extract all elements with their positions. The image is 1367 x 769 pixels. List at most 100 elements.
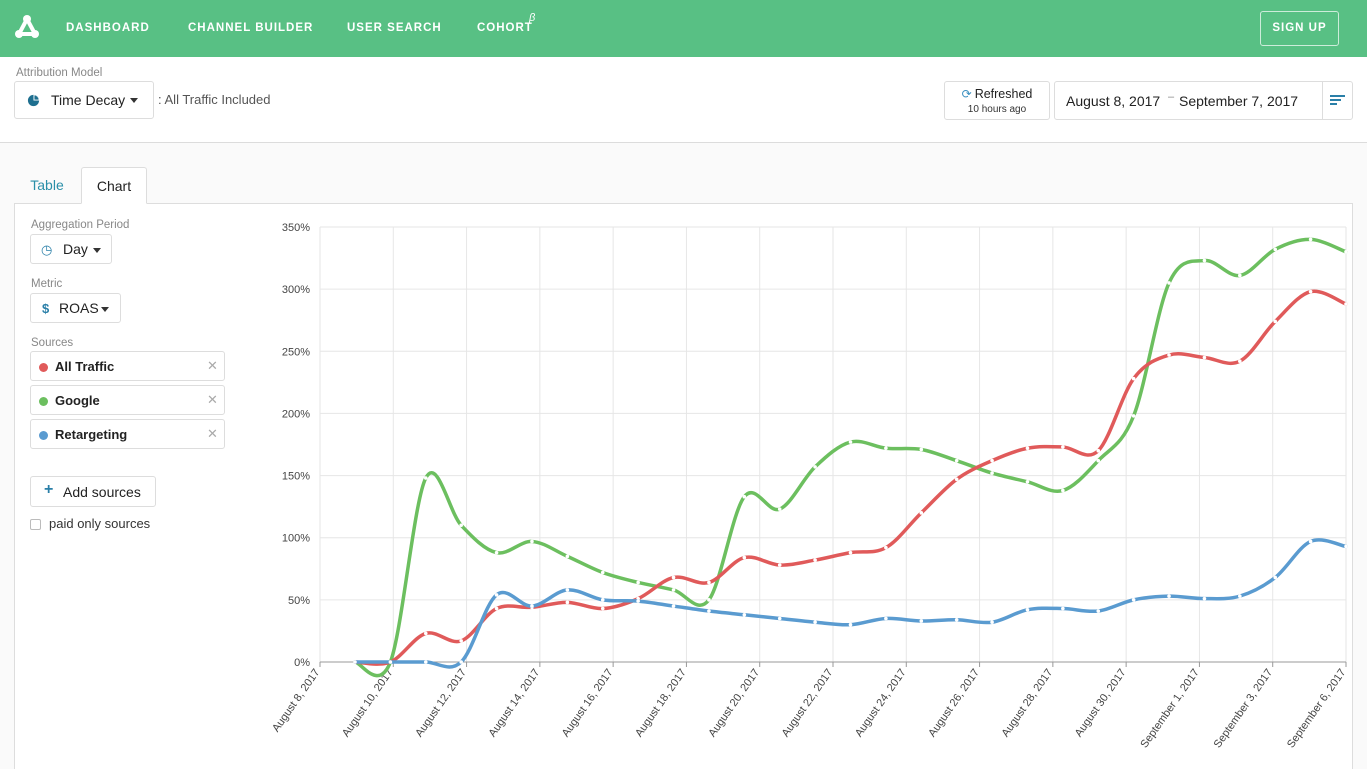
nav-cohort[interactable]: COHORT	[477, 22, 533, 34]
x-tick-label: August 18, 2017	[633, 667, 689, 740]
x-tick-label: August 14, 2017	[487, 667, 543, 740]
metric-label: Metric	[31, 278, 63, 290]
data-point-retargeting	[1096, 609, 1101, 613]
data-point-all-traffic	[565, 600, 570, 605]
data-point-all-traffic	[1131, 376, 1136, 381]
data-point-google	[671, 588, 676, 592]
source-label: Retargeting	[55, 427, 128, 442]
refresh-button[interactable]: ⟳ Refreshed 10 hours ago	[944, 81, 1050, 120]
x-tick-label: September 3, 2017	[1212, 667, 1276, 751]
data-point-retargeting	[671, 604, 676, 608]
metric-select[interactable]: $ ROAS	[30, 293, 121, 323]
data-point-google	[459, 523, 463, 528]
data-point-google	[1238, 273, 1242, 278]
data-point-google	[636, 580, 640, 585]
data-point-google	[423, 476, 428, 480]
attribution-model-value: Time Decay	[51, 92, 126, 108]
data-point-all-traffic	[777, 563, 782, 567]
data-point-retargeting	[353, 660, 357, 664]
data-point-google	[1131, 414, 1136, 418]
close-icon[interactable]: ✕	[207, 392, 218, 407]
dollar-icon: $	[42, 301, 50, 316]
date-range-picker[interactable]: August 8, 2017 – September 7, 2017	[1054, 81, 1353, 120]
data-point-google	[919, 447, 924, 452]
x-tick-label: September 6, 2017	[1285, 667, 1349, 751]
data-point-google	[813, 465, 817, 469]
y-tick-label: 300%	[282, 284, 310, 296]
nav-channel-builder[interactable]: CHANNEL BUILDER	[188, 22, 314, 34]
y-tick-label: 50%	[288, 595, 310, 607]
nav-dashboard[interactable]: DASHBOARD	[66, 22, 150, 34]
chevron-down-icon	[93, 248, 101, 253]
data-point-retargeting	[707, 609, 711, 613]
data-point-all-traffic	[1025, 446, 1030, 451]
filter-lines-icon[interactable]	[1330, 94, 1345, 106]
plus-icon: +	[44, 481, 54, 498]
source-item-google[interactable]: Google ✕	[30, 385, 225, 415]
data-point-google	[707, 598, 711, 602]
tab-chart[interactable]: Chart	[81, 167, 147, 204]
data-point-all-traffic	[848, 550, 853, 555]
sign-up-button[interactable]: SIGN UP	[1260, 11, 1339, 46]
date-start[interactable]: August 8, 2017	[1066, 93, 1161, 109]
data-point-all-traffic	[919, 511, 924, 515]
x-tick-label: September 1, 2017	[1138, 667, 1202, 751]
date-end[interactable]: September 7, 2017	[1179, 93, 1299, 109]
nav-user-search[interactable]: USER SEARCH	[347, 22, 442, 34]
main-content: Table Chart Aggregation Period ◷ Day Met…	[0, 143, 1367, 769]
y-tick-label: 100%	[282, 533, 310, 545]
attribution-model-label: Attribution Model	[16, 67, 103, 79]
close-icon[interactable]: ✕	[207, 426, 218, 441]
data-point-retargeting	[388, 660, 393, 664]
x-tick-label: August 28, 2017	[1000, 667, 1056, 740]
source-item-all-traffic[interactable]: All Traffic ✕	[30, 351, 225, 381]
data-point-retargeting	[884, 616, 888, 621]
x-tick-label: August 20, 2017	[706, 667, 762, 740]
x-tick-label: August 26, 2017	[926, 667, 982, 740]
source-item-retargeting[interactable]: Retargeting ✕	[30, 419, 225, 449]
aggregation-period-select[interactable]: ◷ Day	[30, 234, 112, 264]
data-point-google	[848, 440, 853, 444]
data-point-all-traffic	[884, 545, 888, 550]
data-point-retargeting	[1308, 539, 1313, 544]
data-point-retargeting	[1344, 544, 1348, 549]
y-tick-label: 350%	[282, 222, 310, 234]
data-point-all-traffic	[707, 580, 711, 585]
metric-value: ROAS	[59, 300, 99, 316]
data-point-google	[954, 458, 959, 463]
date-separator: –	[1168, 91, 1175, 103]
data-point-google	[1096, 458, 1101, 463]
data-point-retargeting	[1061, 606, 1065, 611]
data-point-google	[1344, 250, 1348, 254]
add-sources-button[interactable]: + Add sources	[30, 476, 156, 507]
data-point-google	[884, 446, 888, 451]
top-nav-bar: DASHBOARD CHANNEL BUILDER USER SEARCH CO…	[0, 0, 1367, 57]
color-dot-icon	[39, 363, 48, 372]
y-tick-label: 250%	[282, 346, 310, 358]
tab-table[interactable]: Table	[30, 177, 64, 193]
roas-line-chart: 0% 50% 100% 150% 200% 250% 300% 350% August 8, 2…	[270, 222, 1349, 751]
data-point-google	[990, 471, 994, 475]
close-icon[interactable]: ✕	[207, 358, 218, 373]
paid-only-checkbox[interactable]	[30, 519, 41, 530]
y-tick-label: 150%	[282, 471, 310, 483]
data-point-retargeting	[494, 593, 499, 597]
data-point-google	[1202, 258, 1207, 263]
aggregation-period-label: Aggregation Period	[31, 219, 130, 231]
refreshed-label: Refreshed	[974, 87, 1033, 101]
source-label: All Traffic	[55, 359, 115, 374]
refreshed-ago: 10 hours ago	[967, 104, 1027, 115]
data-point-google	[600, 570, 605, 575]
data-point-retargeting	[742, 612, 747, 617]
data-point-retargeting	[636, 599, 640, 603]
data-point-all-traffic	[494, 606, 499, 611]
data-point-retargeting	[459, 660, 463, 664]
x-tick-label: August 10, 2017	[340, 667, 396, 740]
app-logo-icon[interactable]	[13, 13, 41, 41]
data-point-retargeting	[1202, 596, 1207, 601]
data-point-retargeting	[1167, 594, 1171, 598]
data-point-all-traffic	[1273, 319, 1278, 324]
series-line-all-traffic	[353, 289, 1348, 666]
data-point-all-traffic	[600, 606, 605, 611]
attribution-model-select[interactable]: Time Decay	[14, 81, 154, 119]
